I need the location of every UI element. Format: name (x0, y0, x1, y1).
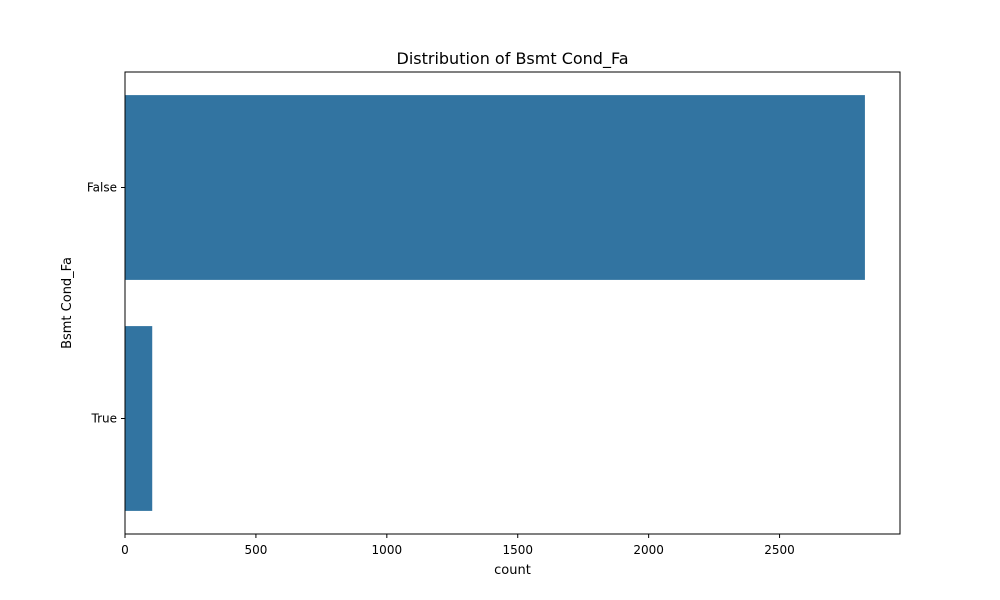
x-tick-label: 2000 (633, 543, 664, 557)
x-axis-label: count (494, 563, 531, 578)
y-tick-label: True (91, 412, 118, 426)
plot-frame (124, 71, 901, 535)
x-axis-ticks: 0 500 1000 1500 2000 2500 (121, 534, 795, 557)
x-tick-label: 2500 (764, 543, 795, 557)
y-axis-ticks: False True (87, 181, 125, 426)
bar-false (125, 95, 865, 280)
x-tick-label: 500 (244, 543, 267, 557)
x-tick-label: 0 (121, 543, 129, 557)
x-tick-label: 1000 (372, 543, 403, 557)
y-axis-label: Bsmt Cond_Fa (60, 257, 75, 349)
y-tick-label: False (87, 181, 117, 195)
bars-layer (125, 95, 865, 511)
x-tick-label: 1500 (502, 543, 533, 557)
bar-true (125, 326, 153, 511)
chart-title: Distribution of Bsmt Cond_Fa (397, 49, 629, 69)
